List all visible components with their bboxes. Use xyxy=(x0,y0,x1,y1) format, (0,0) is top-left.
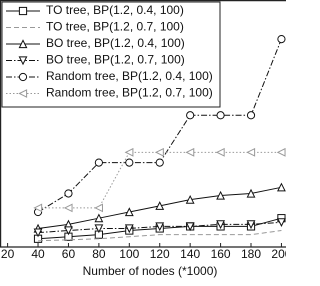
x-tick-label: 180 xyxy=(241,247,261,261)
data-point xyxy=(125,158,134,167)
data-point xyxy=(155,222,165,232)
chart: Number of nodes (*1000) 20 40 60 80 100 120 14… xyxy=(0,0,286,278)
x-tick-label: 120 xyxy=(150,247,170,261)
data-point xyxy=(277,218,286,228)
x-tick-label: 160 xyxy=(211,247,231,261)
legend-marker xyxy=(18,56,28,66)
data-point xyxy=(277,182,286,192)
data-point xyxy=(246,147,256,157)
x-tick-label: 100 xyxy=(119,247,139,261)
x-tick-label: 40 xyxy=(31,247,45,261)
data-point xyxy=(124,147,134,157)
data-point xyxy=(185,222,195,232)
legend-box xyxy=(1,1,221,108)
data-point xyxy=(94,213,104,223)
legend-label: BO tree, BP(1.2, 0.4, 100) xyxy=(46,36,185,50)
x-axis-label: Number of nodes (*1000) xyxy=(83,264,218,278)
data-point xyxy=(215,147,225,157)
data-point xyxy=(124,224,134,234)
data-point xyxy=(276,147,286,157)
legend-marker xyxy=(18,6,28,16)
legend-label: TO tree, BP(1.2, 0.4, 100) xyxy=(46,3,184,17)
legend-label: Random tree, BP(1.2, 0.7, 100) xyxy=(46,86,213,100)
data-point xyxy=(155,158,164,167)
x-tick-label: 80 xyxy=(92,247,106,261)
data-point xyxy=(185,147,195,157)
data-point xyxy=(277,35,286,44)
series-line xyxy=(38,230,282,242)
data-point xyxy=(216,111,225,120)
legend-label: TO tree, BP(1.2, 0.7, 100) xyxy=(46,20,184,34)
data-point xyxy=(185,194,195,204)
data-point xyxy=(186,111,195,120)
x-tick-label: 140 xyxy=(180,247,200,261)
x-tick-label: 60 xyxy=(62,247,76,261)
data-point xyxy=(64,226,73,236)
data-point xyxy=(216,190,225,200)
legend: TO tree, BP(1.2, 0.4, 100) TO tree, BP(1.… xyxy=(1,1,221,108)
data-point xyxy=(124,207,134,217)
data-point xyxy=(33,203,43,213)
legend-marker xyxy=(18,89,28,98)
legend-marker xyxy=(18,39,28,49)
data-point xyxy=(63,203,73,213)
data-point xyxy=(64,189,73,198)
data-point xyxy=(94,203,103,213)
x-tick-label: 20 xyxy=(1,247,15,261)
legend-label: BO tree, BP(1.2, 0.7, 100) xyxy=(46,53,185,67)
data-point xyxy=(155,147,164,157)
data-point xyxy=(94,158,103,167)
data-point xyxy=(246,111,256,120)
x-tick-label: 200 xyxy=(271,247,286,261)
data-point xyxy=(94,224,104,234)
data-point xyxy=(155,201,165,210)
data-point xyxy=(246,188,256,198)
data-point xyxy=(216,220,225,230)
data-point xyxy=(246,220,256,230)
data-point xyxy=(33,228,43,238)
legend-label: Random tree, BP(1.2, 0.4, 100) xyxy=(46,69,213,83)
legend-marker xyxy=(18,72,28,82)
